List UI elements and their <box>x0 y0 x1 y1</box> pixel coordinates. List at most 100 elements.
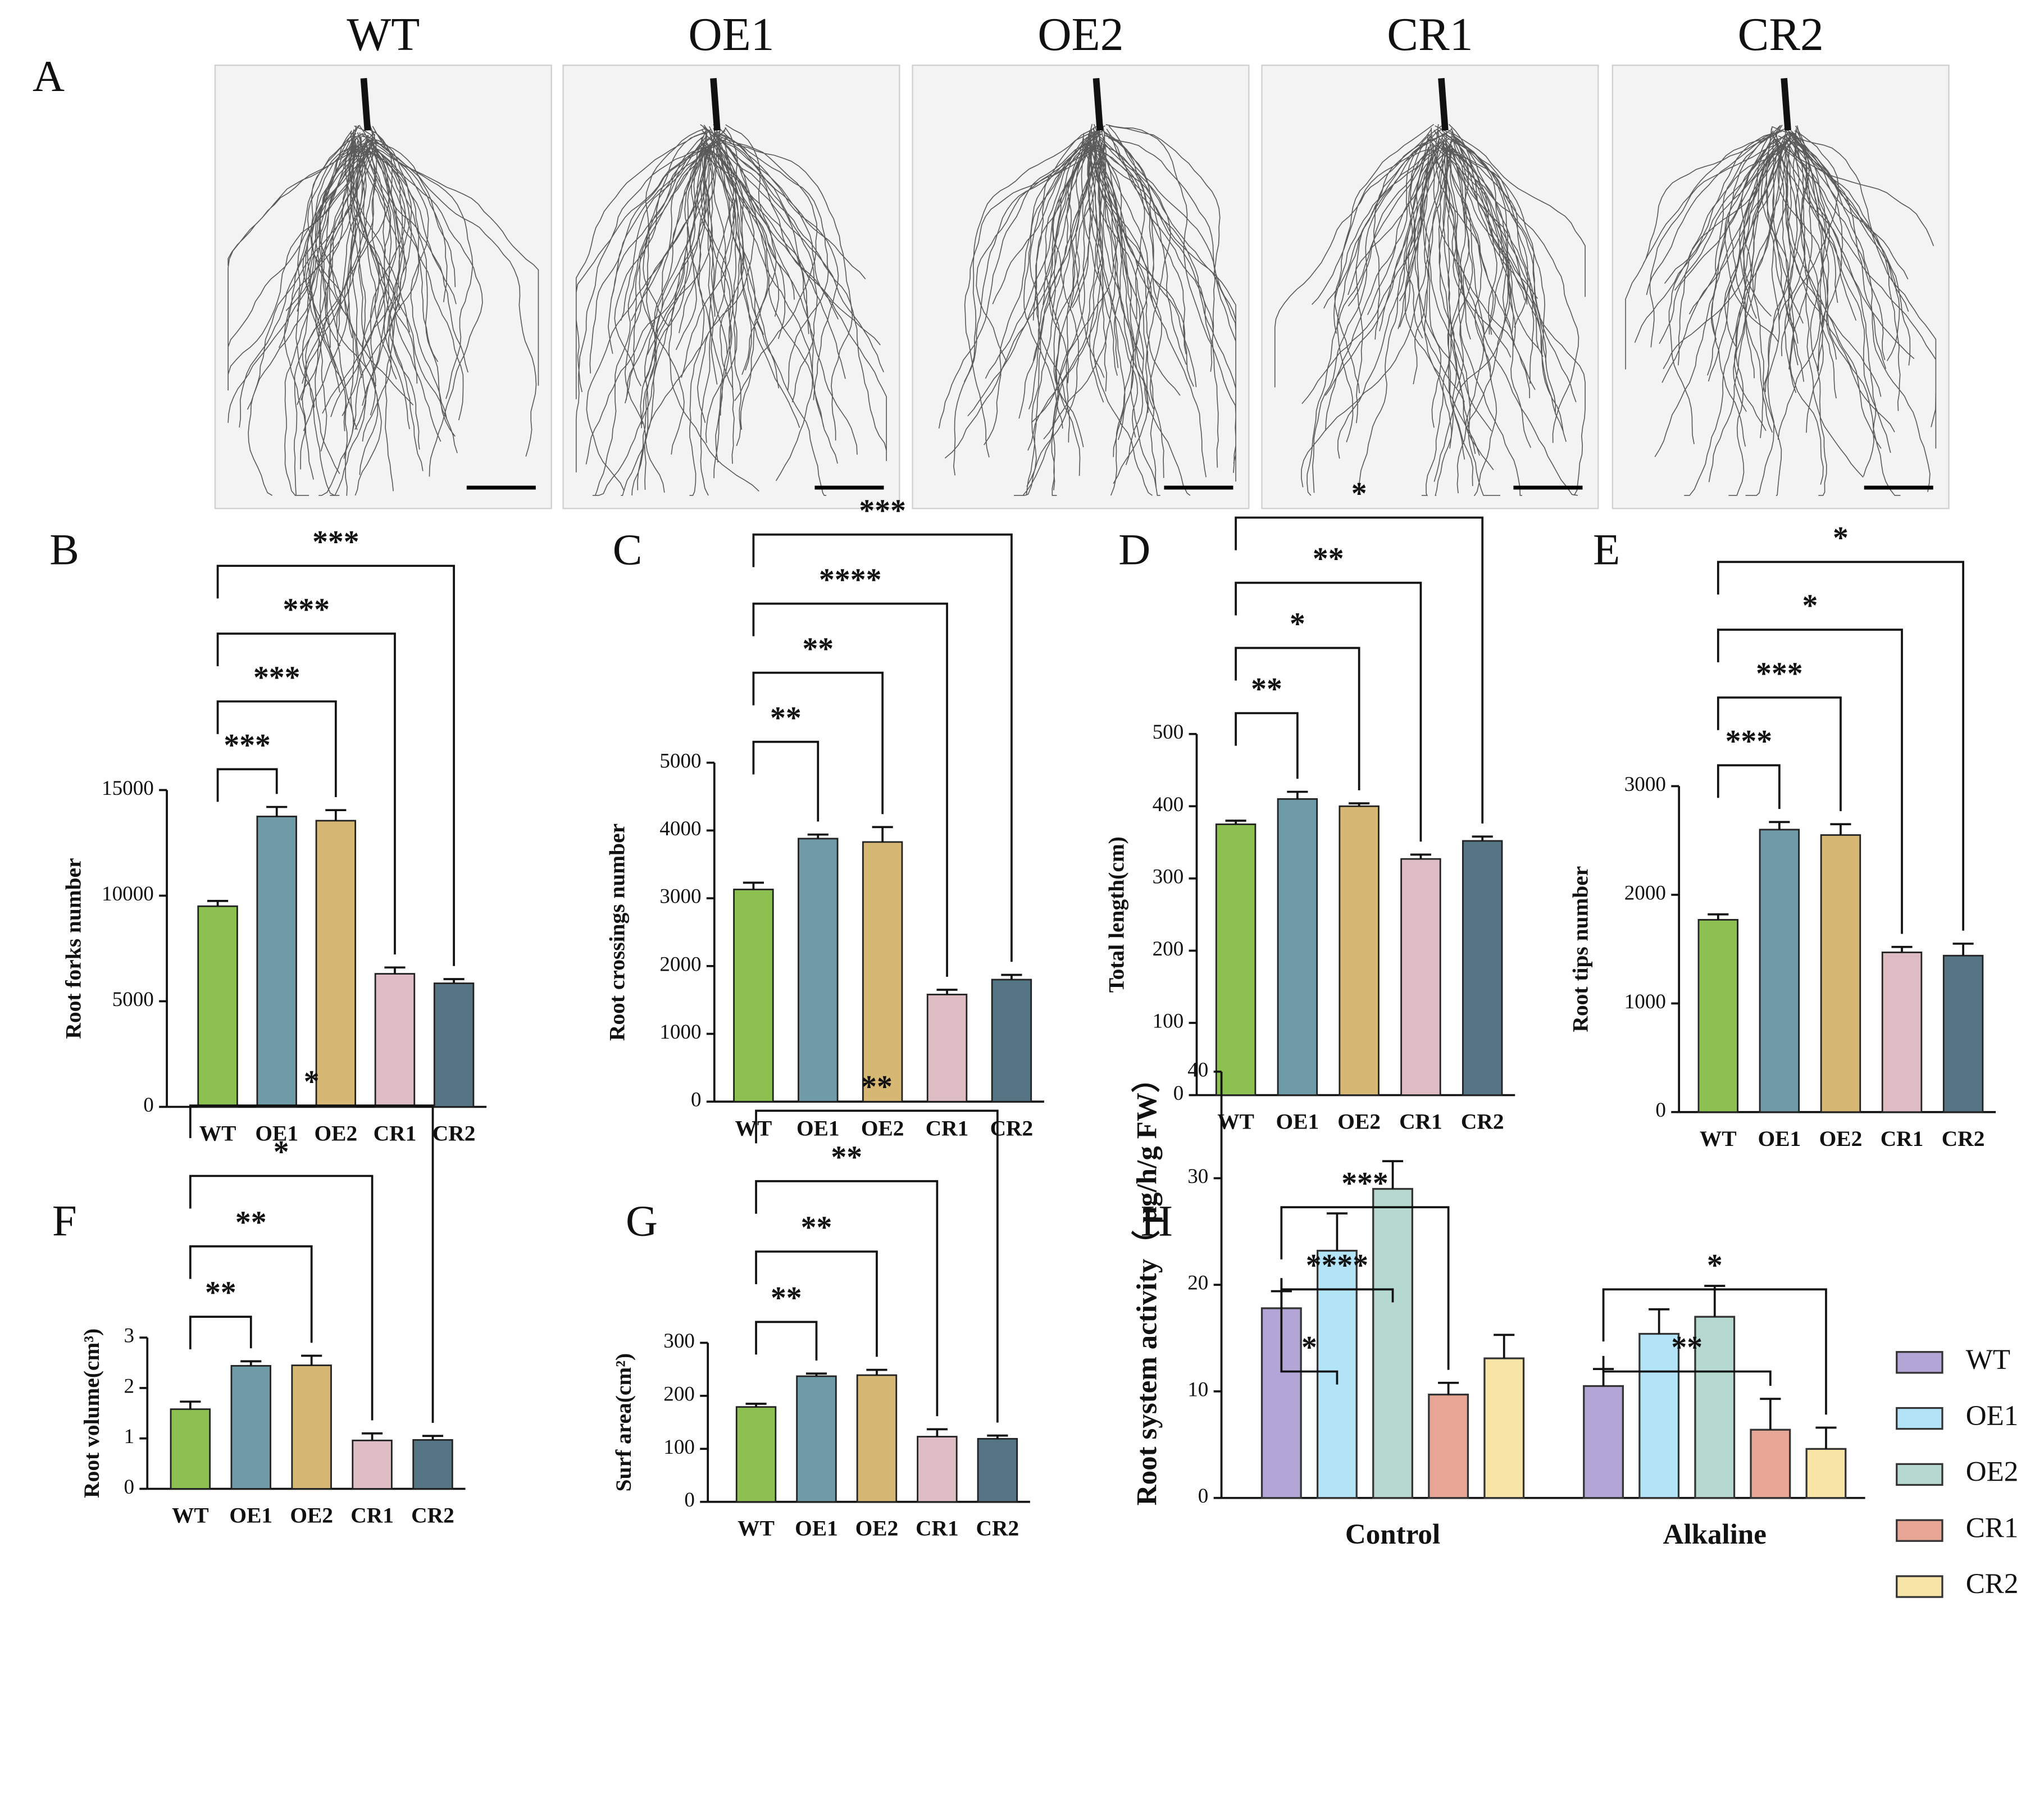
x-tick-label: CR1 <box>916 1516 959 1541</box>
x-tick-label: WT <box>172 1503 209 1528</box>
significance-label: * <box>1351 476 1367 511</box>
x-tick-label: Control <box>1345 1519 1440 1550</box>
significance-bracket <box>1235 647 1360 790</box>
x-tick-label: OE1 <box>229 1503 272 1528</box>
legend-label: CR2 <box>1966 1568 2019 1600</box>
y-tick-label: 40 <box>1187 1058 1208 1081</box>
x-tick-label: CR1 <box>350 1503 394 1528</box>
y-tick-label: 300 <box>663 1330 695 1353</box>
bar <box>926 994 968 1103</box>
significance-label: ** <box>802 631 834 666</box>
bar <box>856 1374 898 1503</box>
legend-label: WT <box>1966 1344 2010 1376</box>
y-tick-label: 500 <box>1153 721 1184 744</box>
y-tick-label: 100 <box>663 1436 695 1459</box>
significance-label: ** <box>1251 672 1282 707</box>
significance-bracket <box>1602 1288 1827 1415</box>
x-tick-label: CR1 <box>926 1116 969 1140</box>
significance-label: * <box>304 1064 320 1099</box>
x-tick-label: CR1 <box>1399 1109 1442 1134</box>
taproot <box>360 78 371 131</box>
y-tick-label: 3000 <box>1624 773 1666 796</box>
x-tick-label: WT <box>1217 1109 1254 1134</box>
photo-title: CR1 <box>1387 9 1473 61</box>
x-tick-label: CR2 <box>976 1516 1019 1541</box>
x-tick-label: CR2 <box>411 1503 454 1528</box>
significance-bracket <box>1235 581 1422 842</box>
significance-bracket <box>755 1250 878 1357</box>
panel-label: D <box>1118 526 1150 575</box>
y-tick-label: 10000 <box>102 882 154 906</box>
significance-bracket <box>1235 712 1299 779</box>
y-axis-label: Root system activity（ μg/h/g FW） <box>1131 1064 1163 1505</box>
legend-swatch <box>1896 1351 1943 1374</box>
x-tick-label: Alkaline <box>1663 1519 1767 1550</box>
y-axis-label: Root tips number <box>1568 866 1592 1032</box>
x-tick-label: OE2 <box>1819 1126 1863 1151</box>
x-tick-label: OE2 <box>861 1116 904 1140</box>
bar <box>374 973 416 1108</box>
significance-label: * <box>274 1135 289 1170</box>
bar <box>315 820 357 1108</box>
roots <box>1625 125 1937 496</box>
bar <box>1583 1385 1624 1499</box>
x-tick-label: WT <box>1700 1126 1737 1151</box>
y-axis-label: Root forks number <box>61 858 86 1039</box>
bar <box>977 1437 1018 1503</box>
significance-label: * <box>1290 607 1305 641</box>
significance-bracket <box>755 1321 818 1361</box>
roots <box>938 124 1236 496</box>
significance-bracket <box>1717 629 1903 934</box>
significance-bracket <box>216 768 278 802</box>
bar <box>733 889 774 1103</box>
bar <box>1759 829 1800 1113</box>
bar <box>991 979 1032 1103</box>
bar <box>1881 952 1923 1113</box>
y-tick-label: 0 <box>1173 1082 1184 1105</box>
legend-swatch <box>1896 1519 1943 1542</box>
bar <box>1215 823 1257 1096</box>
y-tick-label: 300 <box>1153 865 1184 888</box>
x-tick-label: OE1 <box>796 1116 840 1140</box>
significance-bracket <box>216 633 396 955</box>
y-tick-label: 1000 <box>659 1021 701 1044</box>
y-tick-label: 30 <box>1187 1165 1208 1188</box>
y-tick-label: 1000 <box>1624 990 1666 1013</box>
taproot <box>1781 78 1791 131</box>
taproot <box>1438 78 1449 131</box>
significance-label: *** <box>224 728 271 763</box>
significance-label: *** <box>1726 724 1773 759</box>
y-tick-label: 400 <box>1153 793 1184 816</box>
photo-title: OE1 <box>688 9 774 61</box>
y-tick-label: 0 <box>691 1089 702 1112</box>
x-tick-label: CR2 <box>1942 1126 1985 1151</box>
significance-label: ** <box>801 1211 832 1245</box>
significance-label: * <box>1301 1330 1317 1365</box>
significance-bracket <box>755 1109 999 1423</box>
bar <box>1428 1394 1469 1499</box>
panel-label: H <box>1141 1197 1173 1246</box>
bar <box>197 905 238 1108</box>
y-tick-label: 1 <box>124 1425 134 1448</box>
significance-label: *** <box>253 660 301 695</box>
y-tick-label: 100 <box>1153 1009 1184 1032</box>
bar <box>1820 834 1861 1113</box>
bar <box>796 1375 837 1503</box>
bar <box>1483 1357 1525 1499</box>
significance-bracket <box>752 533 1013 962</box>
y-tick-label: 3000 <box>659 885 701 908</box>
bar <box>1805 1448 1847 1499</box>
y-tick-label: 200 <box>663 1382 695 1405</box>
roots <box>227 124 539 496</box>
bar <box>1400 858 1441 1096</box>
panel-label: A <box>33 52 65 101</box>
panel-label: B <box>49 526 79 575</box>
significance-label: ** <box>770 700 802 735</box>
bar <box>735 1406 777 1503</box>
y-tick-label: 20 <box>1187 1272 1208 1295</box>
panel-label: E <box>1593 526 1620 575</box>
x-tick-label: OE2 <box>314 1121 357 1146</box>
significance-label: ** <box>1671 1330 1702 1365</box>
x-tick-label: OE2 <box>855 1516 899 1541</box>
bar <box>433 982 475 1108</box>
